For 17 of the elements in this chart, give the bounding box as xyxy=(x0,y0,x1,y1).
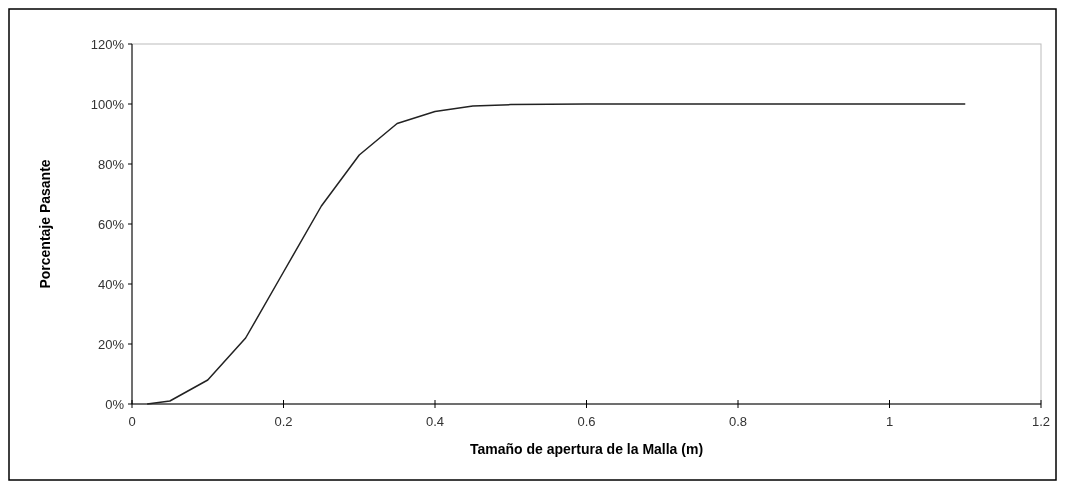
y-tick-label: 40% xyxy=(97,276,125,292)
y-tick-label: 120% xyxy=(90,36,125,52)
x-tick-label: 0.6 xyxy=(577,414,596,429)
x-axis-title: Tamaño de apertura de la Malla (m) xyxy=(469,441,704,457)
x-tick-label: 1 xyxy=(885,414,894,429)
x-tick-label: 1.2 xyxy=(1031,414,1051,429)
y-axis-title: Porcentaje Pasante xyxy=(37,159,53,289)
y-tick-label: 60% xyxy=(97,216,125,232)
y-tick-label: 0% xyxy=(105,396,125,412)
x-tick-label: 0.2 xyxy=(274,414,293,429)
x-tick-label: 0.8 xyxy=(728,414,748,429)
y-tick-label: 100% xyxy=(90,96,125,112)
y-tick-label: 80% xyxy=(97,156,125,172)
x-tick-label: 0.4 xyxy=(425,414,445,429)
y-tick-label: 20% xyxy=(97,336,125,352)
line-series xyxy=(146,103,966,405)
x-tick-label: 0 xyxy=(128,414,136,429)
